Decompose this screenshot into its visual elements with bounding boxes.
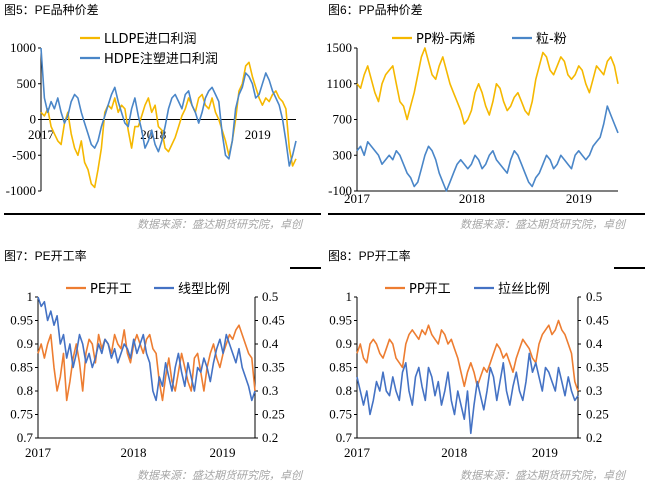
y2-tick-label: 0.3	[586, 383, 602, 398]
y-tick-label: -500	[12, 147, 36, 162]
y2-tick-label: 0.2	[262, 430, 278, 445]
legend-label: PE开工	[90, 282, 132, 297]
y-tick-label: 0.7	[17, 430, 34, 445]
y2-tick-label: 0.5	[262, 289, 278, 304]
x-tick-label: 2019	[209, 445, 235, 460]
series-line-1	[356, 319, 579, 392]
y-tick-label: -1000	[6, 183, 36, 198]
y-tick-label: 0.95	[329, 313, 352, 328]
legend-label: 粒-粉	[536, 32, 567, 47]
legend-label: LLDPE进口利润	[104, 32, 197, 47]
x-tick-label: 2018	[459, 191, 485, 206]
y-tick-label: 0.9	[17, 336, 33, 351]
series-line-2	[356, 105, 619, 192]
source-note: 数据来源：盛达期货研究院，卓创	[460, 469, 625, 482]
y-tick-label: 1	[27, 289, 34, 304]
panel-title: 图8：PP开工率	[328, 249, 411, 263]
y-tick-label: 500	[17, 76, 37, 91]
panel-divider-top	[614, 267, 645, 269]
x-tick-label: 2017	[344, 191, 371, 206]
y-tick-label: 0.9	[336, 336, 352, 351]
x-tick-label: 2019	[245, 127, 271, 142]
y-tick-label: 1000	[10, 40, 36, 55]
x-tick-label: 2019	[532, 445, 558, 460]
y-tick-label: 700	[333, 112, 353, 127]
y2-tick-label: 0.4	[262, 336, 279, 351]
y-tick-label: 0	[30, 112, 37, 127]
x-tick-label: 2017	[28, 127, 55, 142]
panel-title: 图7：PE开工率	[4, 249, 87, 263]
y2-tick-label: 0.4	[586, 336, 603, 351]
x-tick-label: 2018	[441, 445, 467, 460]
y2-tick-label: 0.45	[586, 313, 609, 328]
x-tick-label: 2017	[344, 445, 371, 460]
legend-label: 线型比例	[178, 282, 230, 297]
x-tick-label: 2018	[120, 445, 146, 460]
source-note: 数据来源：盛达期货研究院，卓创	[460, 218, 625, 231]
y-tick-label: 0.7	[336, 430, 353, 445]
legend-label: PP粉-丙烯	[416, 32, 475, 47]
y-tick-label: 0.75	[329, 407, 352, 422]
y-tick-label: 300	[333, 147, 353, 162]
series-line-1	[37, 324, 256, 402]
y-tick-label: 1	[346, 289, 353, 304]
y-tick-label: 1100	[326, 76, 352, 91]
source-note: 数据来源：盛达期货研究院，卓创	[137, 469, 302, 482]
y-tick-label: 0.75	[10, 407, 33, 422]
panel-title: 图6：PP品种价差	[328, 3, 423, 17]
y2-tick-label: 0.35	[586, 360, 609, 375]
y-tick-label: 0.85	[10, 360, 33, 375]
series-line-2	[40, 47, 297, 167]
y-tick-label: 0.85	[329, 360, 352, 375]
y2-tick-label: 0.35	[262, 360, 285, 375]
series-line-2	[37, 296, 256, 402]
x-tick-label: 2017	[25, 445, 52, 460]
x-tick-label: 2019	[566, 191, 592, 206]
panel-title: 图5：PE品种价差	[4, 3, 99, 17]
source-note: 数据来源：盛达期货研究院，卓创	[137, 218, 302, 231]
legend-label: 拉丝比例	[498, 282, 550, 297]
y-tick-label: 0.95	[10, 313, 33, 328]
panel-divider	[328, 213, 645, 215]
y2-tick-label: 0.25	[586, 407, 609, 422]
y2-tick-label: 0.5	[586, 289, 602, 304]
series-line-1	[40, 61, 297, 189]
y2-tick-label: 0.3	[262, 383, 278, 398]
series-line-2	[356, 352, 579, 435]
y2-tick-label: 0.2	[586, 430, 602, 445]
series-line-1	[356, 47, 619, 125]
panel-divider-top	[290, 267, 321, 269]
y-tick-label: 1500	[326, 40, 352, 55]
legend-label: HDPE注塑进口利润	[104, 52, 218, 67]
panel-divider	[4, 213, 321, 215]
y2-tick-label: 0.25	[262, 407, 285, 422]
y2-tick-label: 0.45	[262, 313, 285, 328]
legend-label: PP开工	[409, 282, 451, 297]
y-tick-label: 0.8	[17, 383, 33, 398]
y-tick-label: 0.8	[336, 383, 352, 398]
y-tick-label: -100	[328, 183, 352, 198]
